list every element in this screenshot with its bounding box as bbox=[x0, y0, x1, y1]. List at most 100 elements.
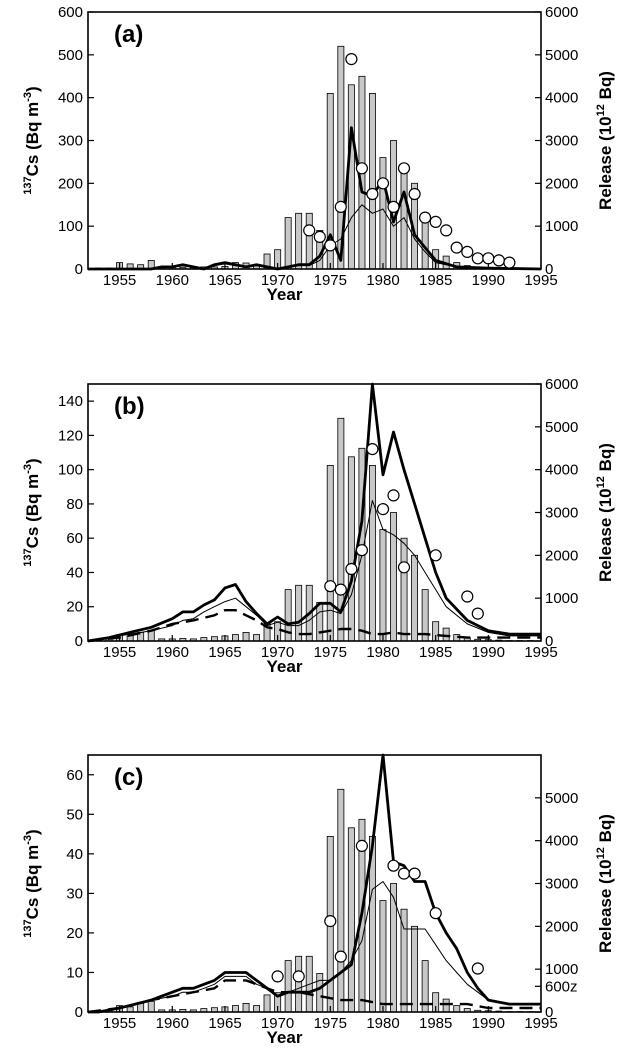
release-bar bbox=[147, 1000, 155, 1013]
x-tick-label: 1975 bbox=[314, 272, 347, 289]
observation-point bbox=[303, 224, 316, 237]
model-thin-line bbox=[87, 500, 541, 642]
x-tick-label: 1965 bbox=[208, 644, 241, 661]
chart-panel: 1955 1960 1965 1970 1975 1980 1985 1990 19950100… bbox=[22, 4, 615, 304]
release-bar bbox=[400, 537, 408, 642]
y-right-tick-label: 0 bbox=[545, 633, 553, 650]
panel-label: (a) bbox=[114, 21, 143, 48]
observation-point bbox=[408, 187, 421, 201]
observation-point bbox=[429, 215, 442, 228]
release-bar bbox=[284, 960, 292, 1013]
observation-point bbox=[461, 245, 474, 258]
y-right-tick-label: 4000 bbox=[545, 90, 578, 107]
y-right-title-superscript: 12 bbox=[595, 847, 607, 859]
model-thick-line bbox=[88, 126, 542, 271]
release-bar bbox=[347, 827, 355, 1013]
y-right-tick-label: 4000 bbox=[545, 833, 578, 850]
observation-point bbox=[397, 162, 411, 175]
panel-label: (c) bbox=[114, 764, 143, 791]
y-left-tick-label: 0 bbox=[75, 1004, 83, 1021]
y-right-tick-label: 1000 bbox=[545, 961, 578, 978]
x-tick-label: 1990 bbox=[472, 644, 505, 661]
y-right-tick-label: 4000 bbox=[545, 462, 578, 479]
observation-point bbox=[471, 252, 484, 265]
observation-point bbox=[492, 254, 505, 267]
x-tick-label: 1990 bbox=[472, 1015, 505, 1032]
y-left-tick-label: 200 bbox=[58, 175, 83, 192]
plot-frame bbox=[87, 383, 542, 642]
model-dashed-line bbox=[87, 979, 541, 1014]
x-tick-label: 1970 bbox=[261, 1015, 294, 1032]
y-left-axis-title: 137Cs (Bq m-3) bbox=[22, 458, 42, 566]
y-right-tick-label: 1000 bbox=[545, 218, 578, 235]
y-right-tick-label: 3000 bbox=[545, 133, 578, 150]
y-right-tick-label: 5000 bbox=[545, 419, 578, 436]
y-right-tick-label: 2000 bbox=[545, 175, 578, 192]
y-left-tick-label: 300 bbox=[58, 133, 83, 150]
observation-point bbox=[345, 562, 358, 576]
release-bar bbox=[411, 554, 418, 642]
release-bar bbox=[242, 1003, 250, 1013]
x-tick-label: 1965 bbox=[208, 1015, 241, 1032]
chart-panel: 1955 1960 1965 1970 1975 1980 1985 1990 19950102… bbox=[22, 753, 615, 1047]
observation-point bbox=[503, 256, 516, 269]
x-tick-label: 1985 bbox=[419, 644, 452, 661]
observation-point bbox=[461, 590, 474, 603]
y-left-tick-label: 400 bbox=[58, 90, 83, 107]
model-thick-line bbox=[87, 382, 541, 643]
chart-panel: 1955 1960 1965 1970 1975 1980 1985 1990 19950204… bbox=[22, 376, 615, 676]
y-right-title-text: Bq) bbox=[596, 814, 615, 847]
y-right-axis-title: Release (1012 Bq) bbox=[595, 71, 615, 210]
y-left-tick-label: 30 bbox=[66, 885, 83, 902]
release-bar bbox=[453, 1005, 461, 1013]
y-right-tick-label: 600z bbox=[545, 978, 578, 995]
x-tick-label: 1955 bbox=[103, 1015, 136, 1032]
y-left-title-superscript: 137 bbox=[22, 548, 34, 566]
y-left-title-superscript: 137 bbox=[22, 176, 34, 194]
y-right-title-text: Release (10 bbox=[596, 116, 615, 210]
x-tick-label: 1955 bbox=[103, 272, 136, 289]
release-bar bbox=[316, 973, 324, 1013]
y-left-tick-label: 60 bbox=[66, 530, 83, 547]
y-left-tick-label: 600 bbox=[58, 4, 83, 21]
observation-point bbox=[324, 580, 337, 593]
observation-point bbox=[482, 252, 495, 265]
x-axis-title: Year bbox=[267, 285, 303, 304]
y-left-title-text: Cs (Bq m bbox=[23, 474, 42, 549]
y-left-title-text: ) bbox=[23, 829, 42, 835]
observation-point bbox=[334, 200, 347, 213]
release-bar bbox=[368, 464, 376, 642]
release-bar bbox=[326, 464, 334, 642]
y-left-tick-label: 40 bbox=[66, 565, 83, 582]
y-left-tick-label: 60 bbox=[66, 767, 83, 784]
observation-point bbox=[334, 950, 347, 963]
release-bar bbox=[347, 84, 355, 270]
y-left-tick-label: 80 bbox=[66, 496, 83, 513]
observation-point bbox=[366, 187, 379, 201]
observation-point bbox=[408, 867, 421, 880]
observation-point bbox=[334, 583, 347, 596]
x-tick-label: 1975 bbox=[314, 644, 347, 661]
release-bar bbox=[411, 925, 418, 1013]
x-tick-label: 1995 bbox=[524, 272, 557, 289]
x-tick-label: 1995 bbox=[524, 644, 557, 661]
y-right-tick-label: 0 bbox=[545, 261, 553, 278]
observation-point bbox=[387, 859, 400, 872]
y-left-tick-label: 40 bbox=[66, 846, 83, 863]
y-right-tick-label: 3000 bbox=[545, 505, 578, 522]
x-tick-label: 1970 bbox=[261, 644, 294, 661]
release-bar bbox=[295, 955, 303, 1013]
y-left-title-text: ) bbox=[23, 458, 42, 464]
y-right-axis-title: Release (1012 Bq) bbox=[595, 814, 615, 953]
y-right-tick-label: 3000 bbox=[545, 876, 578, 893]
observation-point bbox=[355, 162, 368, 175]
release-bar bbox=[253, 1005, 260, 1013]
observation-point bbox=[471, 607, 484, 620]
y-right-title-text: Bq) bbox=[596, 71, 615, 104]
y-right-tick-label: 1000 bbox=[545, 590, 578, 607]
y-right-axis-title: Release (1012 Bq) bbox=[595, 443, 615, 582]
observation-point bbox=[429, 907, 442, 920]
observation-point bbox=[271, 970, 284, 983]
x-tick-label: 1995 bbox=[524, 1015, 557, 1032]
